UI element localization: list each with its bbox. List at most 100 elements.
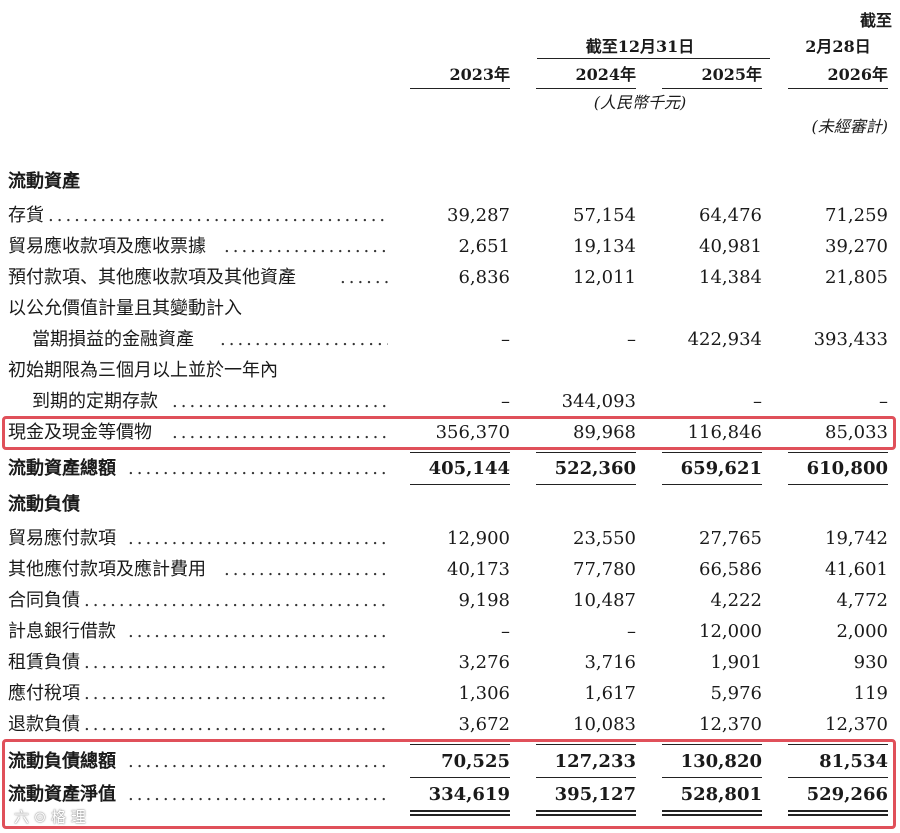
subtotal-rule [662, 452, 762, 453]
cell-fvtpl-2025: 422,934 [687, 329, 762, 350]
total-rule [788, 777, 888, 778]
cell-trade-payables-2025: 27,765 [699, 528, 762, 549]
cell-contract-liabilities-2024: 10,487 [573, 590, 636, 611]
cell-other-payables-2026: 41,601 [825, 559, 888, 580]
cell-cash-2026: 85,033 [825, 422, 888, 443]
cell-total-current-assets-2023: 405,144 [428, 458, 510, 479]
cell-refund-liabilities-2024: 10,083 [573, 714, 636, 735]
cell-trade-payables-2023: 12,900 [447, 528, 510, 549]
total-rule [788, 484, 888, 485]
total-rule [662, 777, 762, 778]
cell-refund-liabilities-2026: 12,370 [825, 714, 888, 735]
cell-total-current-assets-2026: 610,800 [806, 458, 888, 479]
cell-bank-borrowings-2025: 12,000 [699, 621, 762, 642]
leader-dots: ........................................… [84, 590, 388, 611]
subtotal-rule [788, 452, 888, 453]
year-header-2025: 2025年 [701, 65, 762, 84]
cell-net-current-assets-2024: 395,127 [554, 784, 636, 805]
total-rule [410, 484, 510, 485]
year-rule-2025 [662, 88, 762, 89]
cell-contract-liabilities-2026: 4,772 [836, 590, 888, 611]
cell-fvtpl-2023: – [501, 329, 510, 350]
current-assets-title: 流動資產 [8, 171, 80, 192]
cell-cash-2023: 356,370 [435, 422, 510, 443]
cell-bank-borrowings-2023: – [501, 621, 510, 642]
period-group-header: 截至12月31日 [585, 37, 695, 56]
row-label-trade-receivables: 貿易應收款項及應收票據 [8, 236, 206, 257]
row-label-total-current-liabilities: 流動負債總額 [8, 751, 116, 772]
subtotal-rule [410, 744, 510, 745]
cell-fvtpl-2026: 393,433 [813, 329, 888, 350]
row-label-prepayments: 預付款項、其他應收款項及其他資產 [8, 267, 296, 288]
cell-net-current-assets-2023: 334,619 [428, 784, 510, 805]
cell-trade-receivables-2026: 39,270 [825, 236, 888, 257]
cell-inventory-2026: 71,259 [825, 205, 888, 226]
cell-bank-borrowings-2026: 2,000 [836, 621, 888, 642]
leader-dots: ........................................… [48, 205, 388, 226]
double-rule-bottom [788, 814, 888, 816]
cell-trade-receivables-2024: 19,134 [573, 236, 636, 257]
cell-total-current-assets-2024: 522,360 [554, 458, 636, 479]
cell-lease-liabilities-2023: 3,276 [458, 652, 510, 673]
subtotal-rule [536, 452, 636, 453]
cell-term-deposits-2026: – [879, 391, 888, 412]
cell-cash-2024: 89,968 [573, 422, 636, 443]
leader-dots: ........................................… [84, 652, 388, 673]
cell-trade-receivables-2025: 40,981 [699, 236, 762, 257]
double-rule-top [410, 810, 510, 812]
leader-dots: .............................. [220, 329, 388, 350]
cell-net-current-assets-2025: 528,801 [680, 784, 762, 805]
cell-contract-liabilities-2023: 9,198 [458, 590, 510, 611]
row-label-tax-payable: 應付稅項 [8, 683, 80, 704]
leader-dots: .............................. [224, 559, 388, 580]
cell-inventory-2025: 64,476 [699, 205, 762, 226]
row-label-inventory: 存貨 [8, 205, 44, 226]
cell-lease-liabilities-2024: 3,716 [584, 652, 636, 673]
leader-dots: ........................................… [128, 621, 388, 642]
leader-dots: ........................................… [128, 784, 388, 805]
watermark: 六 ⊙ 格 理 [14, 808, 86, 826]
cell-total-current-liabilities-2025: 130,820 [680, 751, 762, 772]
cell-total-current-assets-2025: 659,621 [680, 458, 762, 479]
year-rule-2026 [788, 88, 888, 89]
leader-dots: ........................................ [172, 391, 388, 412]
cell-bank-borrowings-2024: – [627, 621, 636, 642]
cell-tax-payable-2023: 1,306 [458, 683, 510, 704]
row-label-term-deposits-line2: 到期的定期存款 [32, 391, 158, 412]
year-header-2023: 2023年 [449, 65, 510, 84]
row-label-other-payables: 其他應付款項及應計費用 [8, 559, 206, 580]
cell-prepayments-2025: 14,384 [699, 267, 762, 288]
cell-tax-payable-2024: 1,617 [584, 683, 636, 704]
subtotal-rule [536, 744, 636, 745]
row-label-refund-liabilities: 退款負債 [8, 714, 80, 735]
highlight-box-totals [2, 739, 896, 829]
cell-other-payables-2024: 77,780 [573, 559, 636, 580]
cell-prepayments-2026: 21,805 [825, 267, 888, 288]
cell-term-deposits-2023: – [501, 391, 510, 412]
row-label-term-deposits-line1: 初始期限為三個月以上並於一年內 [8, 360, 278, 381]
cell-refund-liabilities-2025: 12,370 [699, 714, 762, 735]
year-header-2026: 2026年 [827, 65, 888, 84]
double-rule-top [662, 810, 762, 812]
subtotal-rule [662, 744, 762, 745]
cell-fvtpl-2024: – [627, 329, 636, 350]
cell-lease-liabilities-2025: 1,901 [710, 652, 762, 673]
year-rule-2023 [410, 88, 510, 89]
double-rule-bottom [662, 814, 762, 816]
leader-dots: .............................. [224, 236, 388, 257]
total-rule [662, 484, 762, 485]
double-rule-bottom [410, 814, 510, 816]
cell-tax-payable-2025: 5,976 [710, 683, 762, 704]
cell-prepayments-2023: 6,836 [458, 267, 510, 288]
cell-total-current-liabilities-2023: 70,525 [441, 751, 510, 772]
row-label-fvtpl-line2: 當期損益的金融資產 [32, 329, 194, 350]
unaudited-note: (未經審計) [811, 117, 889, 136]
row-label-fvtpl-line1: 以公允價值計量且其變動計入 [8, 298, 242, 319]
year-header-2024: 2024年 [575, 65, 636, 84]
cell-inventory-2024: 57,154 [573, 205, 636, 226]
cell-total-current-liabilities-2024: 127,233 [554, 751, 636, 772]
cell-prepayments-2024: 12,011 [573, 267, 636, 288]
cell-term-deposits-2025: – [753, 391, 762, 412]
cell-lease-liabilities-2026: 930 [853, 652, 888, 673]
row-label-lease-liabilities: 租賃負債 [8, 652, 80, 673]
